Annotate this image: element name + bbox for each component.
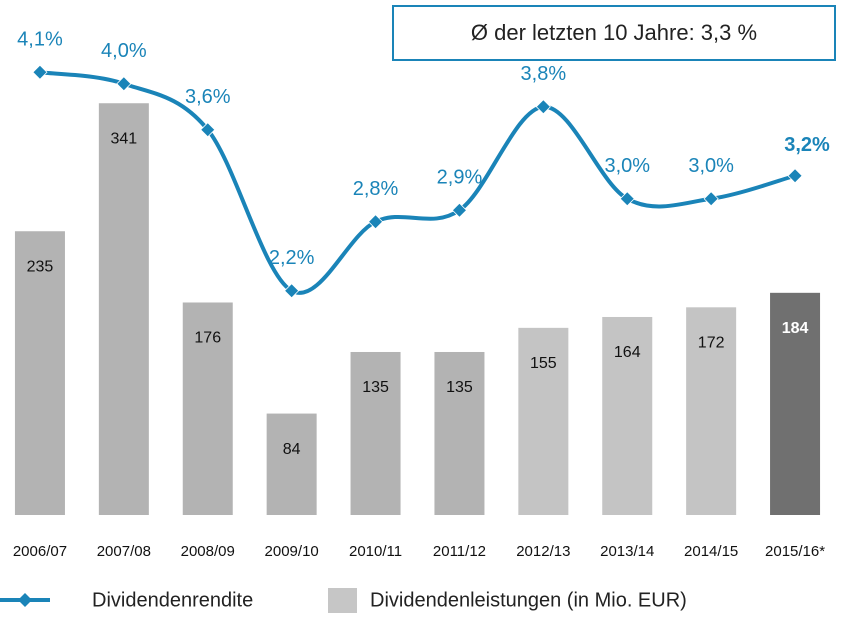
line-marker [535, 99, 551, 115]
x-tick-label: 2015/16* [765, 543, 825, 560]
bar [98, 103, 149, 516]
bar [434, 351, 485, 515]
line-marker [200, 122, 216, 138]
line-label: 3,8% [521, 63, 567, 85]
bar-label: 84 [283, 441, 301, 458]
line-label: 2,8% [353, 178, 399, 200]
annotation-box [392, 5, 836, 61]
legend-label: Dividendenleistungen (in Mio. EUR) [370, 589, 687, 611]
line-label: 3,2% [784, 134, 830, 156]
line-marker [619, 191, 635, 207]
bar-label: 135 [362, 379, 389, 396]
legend-label: Dividendenrendite [92, 589, 253, 611]
bar-label: 164 [614, 344, 641, 361]
bar-label: 155 [530, 355, 557, 372]
x-tick-label: 2009/10 [265, 543, 319, 560]
legend-swatch [18, 593, 32, 607]
line-marker [116, 76, 132, 92]
x-tick-label: 2010/11 [349, 543, 402, 560]
legend-swatch [328, 588, 357, 613]
line-label: 3,0% [604, 155, 650, 177]
line-label: 2,2% [269, 247, 315, 269]
line [39, 70, 796, 295]
bar [518, 327, 569, 515]
annotation: Ø der letzten 10 Jahre: 3,3 % [471, 20, 757, 45]
line-label: 3,0% [688, 155, 734, 177]
x-tick-label: 2007/08 [97, 543, 151, 560]
bar-label: 235 [27, 258, 54, 275]
bar-label: 184 [782, 320, 809, 337]
x-tick-label: 2006/07 [13, 543, 67, 560]
x-tick-label: 2012/13 [516, 543, 570, 560]
x-tick-label: 2014/15 [684, 543, 738, 560]
bar [182, 302, 233, 515]
x-tick-label: 2008/09 [181, 543, 235, 560]
bar [602, 316, 653, 515]
line-marker [703, 191, 719, 207]
x-tick-label: 2011/12 [433, 543, 486, 560]
bar-label: 135 [446, 379, 473, 396]
line-label: 2,9% [437, 167, 483, 189]
line-label: 4,1% [17, 29, 63, 51]
line-marker [451, 202, 468, 218]
bar [686, 307, 737, 515]
x-tick-label: 2013/14 [600, 543, 654, 560]
line-marker [284, 283, 300, 299]
line-label: 3,6% [185, 86, 231, 108]
bar [350, 351, 401, 515]
bar-label: 176 [194, 330, 221, 347]
line-marker [32, 64, 48, 80]
line-marker [367, 214, 384, 230]
line-marker [787, 168, 803, 184]
bar [14, 231, 65, 516]
bar [266, 413, 317, 515]
line-label: 4,0% [101, 40, 147, 62]
bar-label: 341 [110, 130, 137, 147]
bar [770, 292, 821, 515]
bar-label: 172 [698, 335, 725, 352]
